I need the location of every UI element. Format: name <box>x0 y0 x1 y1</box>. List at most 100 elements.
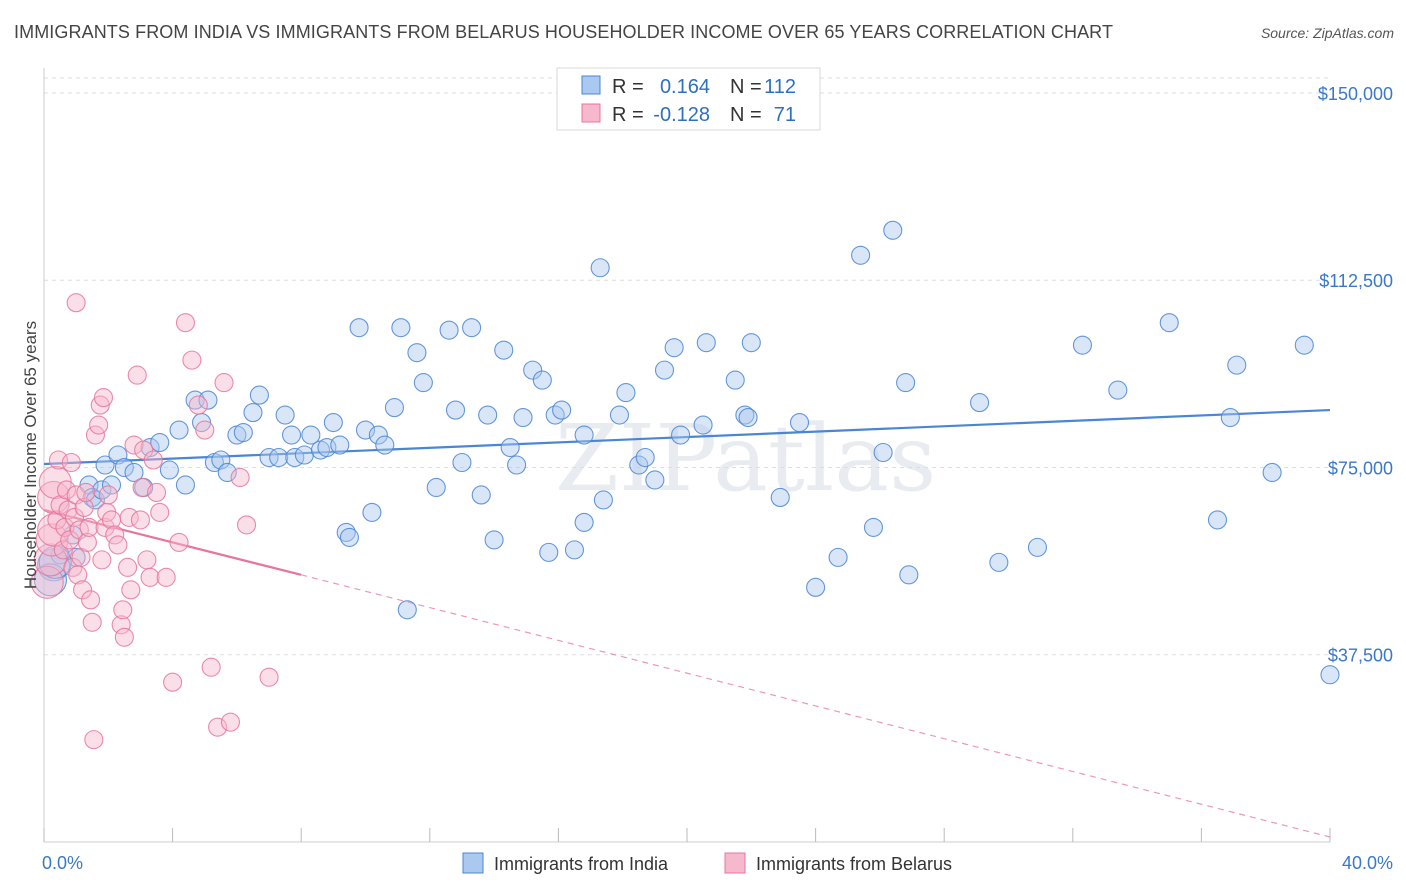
point-india <box>513 408 533 428</box>
series-legend: Immigrants from India Immigrants from Be… <box>462 852 952 874</box>
point-india <box>169 420 189 440</box>
point-india <box>696 333 716 353</box>
point-india <box>211 450 231 470</box>
point-belarus <box>64 507 85 527</box>
point-india <box>1294 335 1314 355</box>
point-india <box>616 383 636 403</box>
point-india <box>114 457 134 478</box>
point-india <box>391 318 411 338</box>
point-belarus <box>140 567 160 587</box>
point-belarus <box>230 467 250 488</box>
trend-line-india <box>43 408 1331 466</box>
point-india <box>539 542 559 562</box>
point-belarus <box>66 293 86 313</box>
point-belarus <box>35 523 69 557</box>
point-india <box>574 425 594 445</box>
point-india <box>654 360 675 380</box>
point-belarus <box>182 350 202 370</box>
legend-r-label-india: R = <box>612 76 644 98</box>
point-india <box>593 490 613 510</box>
point-india <box>1320 665 1340 685</box>
point-belarus <box>259 667 279 687</box>
legend-r-label-belarus: R = <box>612 104 644 126</box>
point-india <box>362 502 382 522</box>
y-tick-label: $112,500 <box>1319 271 1393 291</box>
point-belarus <box>137 550 157 570</box>
point-india <box>175 475 196 495</box>
y-tick-label: $150,000 <box>1318 84 1393 104</box>
point-india <box>1159 313 1179 333</box>
legend-r-value-india: 0.164 <box>660 76 710 98</box>
legend-n-label-belarus: N = <box>730 104 762 126</box>
point-india <box>397 600 417 620</box>
point-india <box>445 400 466 420</box>
stats-legend: R = 0.164 N = 112 R = -0.128 N = 71 <box>556 67 821 131</box>
y-axis-title: Householder Income Over 65 years <box>21 321 40 589</box>
point-belarus <box>113 600 133 620</box>
gridlines <box>44 77 1330 656</box>
legend-n-value-india: 112 <box>764 76 796 98</box>
point-india <box>82 487 102 508</box>
axes <box>43 68 1331 843</box>
point-belarus <box>74 497 94 517</box>
point-india <box>275 405 295 425</box>
chart-title: IMMIGRANTS FROM INDIA VS IMMIGRANTS FROM… <box>14 22 1114 42</box>
point-india <box>851 245 871 265</box>
point-belarus <box>56 480 77 500</box>
point-india <box>85 490 105 510</box>
point-india <box>198 390 218 410</box>
point-india <box>693 415 713 435</box>
point-belarus <box>76 482 96 503</box>
y-tick-labels: $37,500 $75,000 $112,500 $150,000 <box>1318 84 1393 666</box>
point-india <box>413 373 433 393</box>
point-india <box>645 470 665 490</box>
point-belarus <box>92 550 112 570</box>
point-india <box>532 370 552 390</box>
point-belarus <box>143 450 163 470</box>
point-india <box>471 485 491 505</box>
point-belarus <box>188 395 208 415</box>
point-india <box>873 442 893 463</box>
point-belarus <box>124 435 144 455</box>
point-belarus <box>98 485 118 505</box>
point-india <box>407 343 427 363</box>
point-india <box>989 552 1009 572</box>
point-india <box>1207 510 1228 530</box>
point-belarus <box>134 440 154 460</box>
legend-swatch-india <box>581 75 601 95</box>
point-india <box>629 455 649 475</box>
point-india <box>523 360 543 380</box>
point-belarus <box>37 480 71 515</box>
point-belarus <box>53 540 73 560</box>
point-india <box>384 398 404 418</box>
point-belarus <box>146 482 167 503</box>
point-india <box>899 565 919 585</box>
source-label: Source: ZipAtlas.com <box>1260 25 1394 41</box>
point-india <box>124 462 144 483</box>
data-points <box>30 220 1340 750</box>
point-india <box>609 405 630 425</box>
point-india <box>1027 537 1047 557</box>
point-india <box>970 393 990 413</box>
point-india <box>439 320 459 340</box>
point-india <box>500 437 520 458</box>
legend-n-value-belarus: 71 <box>774 104 796 126</box>
point-india <box>478 405 498 425</box>
point-belarus <box>93 388 114 408</box>
y-tick-label: $37,500 <box>1328 646 1393 666</box>
point-india <box>301 425 321 445</box>
point-belarus <box>150 502 170 522</box>
point-belarus <box>89 415 109 435</box>
point-india <box>294 445 314 465</box>
point-belarus <box>111 615 131 635</box>
point-belarus <box>95 517 115 537</box>
point-belarus <box>77 532 97 552</box>
point-belarus <box>118 557 138 577</box>
point-belarus <box>130 510 150 530</box>
point-belarus <box>175 313 196 333</box>
point-belarus <box>195 420 215 440</box>
point-belarus <box>82 612 102 632</box>
point-india <box>507 455 527 475</box>
point-belarus <box>84 730 104 750</box>
